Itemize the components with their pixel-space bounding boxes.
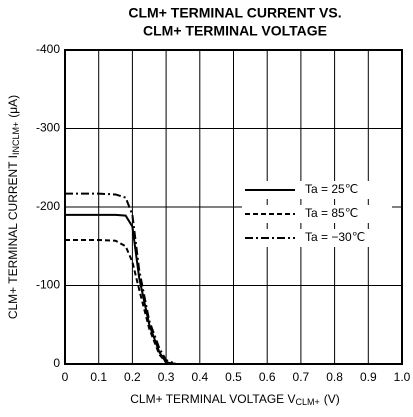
legend-label: Ta = 25℃ bbox=[305, 182, 358, 196]
y-tick-label: -200 bbox=[36, 199, 60, 213]
x-tick-label: 0.2 bbox=[124, 370, 141, 384]
legend-bg bbox=[242, 205, 392, 223]
y-axis-label-unit: (μA) bbox=[6, 95, 20, 118]
x-tick-label: 0.7 bbox=[293, 370, 310, 384]
x-tick-label: 0.6 bbox=[259, 370, 276, 384]
x-tick-label: 0.4 bbox=[191, 370, 208, 384]
y-axis-label: CLM+ TERMINAL CURRENT IINCLM+ (μA) bbox=[6, 95, 21, 319]
legend-bg bbox=[242, 229, 392, 247]
y-tick-label: 0 bbox=[53, 356, 60, 370]
y-tick-label: -300 bbox=[36, 121, 60, 135]
chart-title: CLM+ TERMINAL VOLTAGE bbox=[143, 23, 327, 39]
series-line bbox=[65, 192, 177, 365]
x-tick-label: 0.3 bbox=[158, 370, 175, 384]
x-axis-label-sub: CLM+ bbox=[296, 397, 320, 407]
x-axis-label: CLM+ TERMINAL VOLTAGE VCLM+ (V) bbox=[130, 392, 340, 407]
series-line bbox=[65, 213, 177, 365]
x-tick-label: 0.8 bbox=[326, 370, 343, 384]
plot-frame bbox=[64, 49, 403, 365]
x-tick-label: 0.5 bbox=[225, 370, 242, 384]
y-axis-label-sub: INCLM+ bbox=[11, 122, 21, 155]
x-axis-label-unit: (V) bbox=[324, 392, 340, 406]
x-tick-label: 0.1 bbox=[90, 370, 107, 384]
legend-label: Ta = −30℃ bbox=[305, 230, 365, 244]
x-tick-label: 0 bbox=[62, 370, 69, 384]
x-tick-label: 1.0 bbox=[394, 370, 411, 384]
y-axis-label-text: CLM+ TERMINAL CURRENT I bbox=[6, 155, 20, 319]
y-tick-label: -100 bbox=[36, 278, 60, 292]
legend-bg bbox=[242, 181, 392, 199]
x-axis-label-text: CLM+ TERMINAL VOLTAGE V bbox=[130, 392, 295, 406]
legend-label: Ta = 85℃ bbox=[305, 206, 358, 220]
chart-title: CLM+ TERMINAL CURRENT VS. bbox=[128, 5, 341, 21]
y-tick-label: -400 bbox=[36, 42, 60, 56]
series-line bbox=[65, 238, 177, 365]
x-tick-label: 0.9 bbox=[360, 370, 377, 384]
